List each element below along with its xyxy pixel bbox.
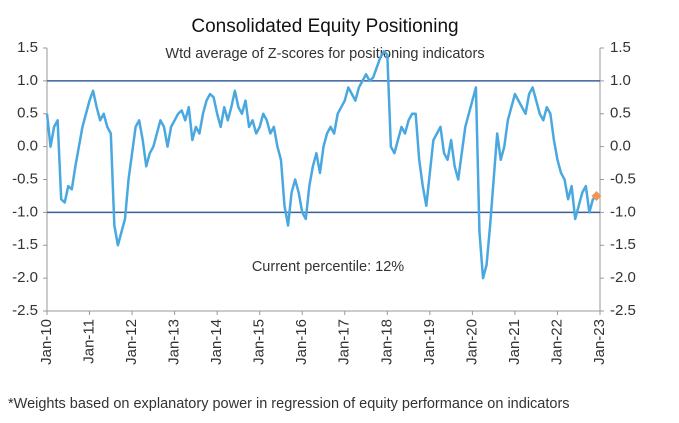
x-tick-label: Jan-13 <box>166 319 183 365</box>
y-tick-label: -1.0 <box>12 203 38 220</box>
x-tick-label: Jan-21 <box>506 319 523 365</box>
y2-tick-label: -2.5 <box>610 302 636 319</box>
x-tick-label: Jan-23 <box>591 319 608 365</box>
y-tick-label: -1.5 <box>12 236 38 253</box>
y2-tick-label: -2.0 <box>610 269 636 286</box>
data-line <box>45 50 598 280</box>
y2-tick-label: 0.5 <box>610 105 631 122</box>
current-point <box>591 190 602 201</box>
x-tick-label: Jan-16 <box>293 319 310 365</box>
y-tick-label: 0.0 <box>17 138 38 155</box>
y-tick-label: 0.5 <box>17 105 38 122</box>
y2-tick-label: 1.0 <box>610 72 631 89</box>
x-tick-label: Jan-14 <box>208 319 225 365</box>
x-tick-label: Jan-19 <box>421 319 438 365</box>
chart-title: Consolidated Equity Positioning <box>191 16 458 37</box>
y-tick-label: 1.5 <box>17 39 38 56</box>
y2-tick-label: -0.5 <box>610 170 636 187</box>
x-tick-label: Jan-17 <box>336 319 353 365</box>
x-tick-label: Jan-11 <box>81 319 98 364</box>
x-tick-label: Jan-10 <box>38 319 55 365</box>
y2-tick-label: -1.5 <box>610 236 636 253</box>
y-tick-label: -0.5 <box>12 170 38 187</box>
y-tick-label: -2.5 <box>12 302 38 319</box>
y2-tick-label: -1.0 <box>610 203 636 220</box>
x-tick-label: Jan-12 <box>123 319 140 365</box>
chart-subtitle: Wtd average of Z-scores for positioning … <box>165 46 484 62</box>
x-tick-label: Jan-22 <box>548 319 565 365</box>
footnote: *Weights based on explanatory power in r… <box>8 396 570 412</box>
x-tick-label: Jan-15 <box>251 319 268 365</box>
y-tick-label: -2.0 <box>12 269 38 286</box>
y-tick-label: 1.0 <box>17 72 38 89</box>
annotation: Current percentile: 12% <box>252 259 404 275</box>
x-tick-label: Jan-18 <box>378 319 395 365</box>
y2-tick-label: 1.5 <box>610 39 631 56</box>
y2-tick-label: 0.0 <box>610 138 631 155</box>
x-tick-label: Jan-20 <box>463 319 480 365</box>
